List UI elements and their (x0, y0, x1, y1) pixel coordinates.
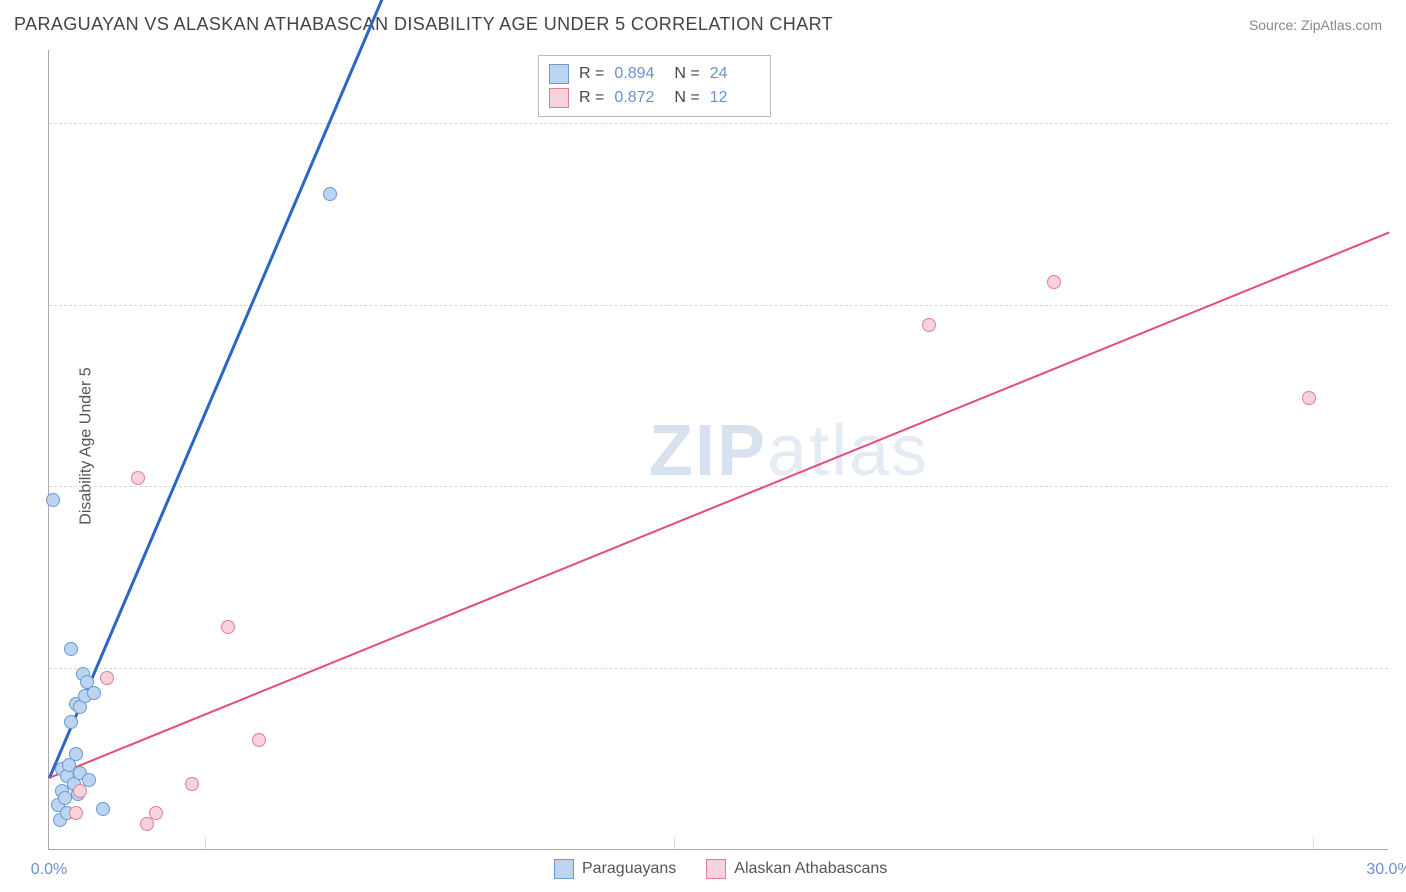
data-point (185, 777, 199, 791)
x-minor-tick (1313, 837, 1314, 849)
data-point (69, 806, 83, 820)
data-point (131, 471, 145, 485)
regression-line (48, 0, 408, 779)
data-point (149, 806, 163, 820)
watermark: ZIPatlas (649, 410, 929, 492)
chart-title: PARAGUAYAN VS ALASKAN ATHABASCAN DISABIL… (14, 14, 833, 35)
series-legend: Paraguayans Alaskan Athabascans (554, 859, 887, 879)
legend-n-value: 24 (710, 65, 760, 83)
chart-header: PARAGUAYAN VS ALASKAN ATHABASCAN DISABIL… (0, 0, 1406, 45)
data-point (1302, 391, 1316, 405)
y-tick-label: 15.0% (1396, 296, 1406, 314)
x-minor-tick (205, 837, 206, 849)
data-point (252, 733, 266, 747)
data-point (64, 715, 78, 729)
legend-item: Alaskan Athabascans (706, 859, 887, 879)
legend-n-value: 12 (710, 89, 760, 107)
scatter-chart: ZIPatlas R =0.894N =24R =0.872N =12 Para… (48, 50, 1388, 850)
legend-series-name: Alaskan Athabascans (734, 860, 887, 878)
legend-swatch (549, 88, 569, 108)
legend-r-value: 0.872 (614, 89, 664, 107)
legend-swatch (554, 859, 574, 879)
gridline-h (49, 668, 1388, 669)
stats-legend-row: R = 0.872 N = 12 (549, 86, 760, 110)
legend-r-label: R = (579, 65, 604, 83)
legend-n-label: N = (674, 89, 699, 107)
gridline-h (49, 123, 1388, 124)
watermark-dark: ZIP (649, 411, 767, 491)
stats-legend-row: R = 0.894 N = 24 (549, 62, 760, 86)
x-tick-label: 0.0% (31, 861, 67, 879)
legend-n-label: N = (674, 65, 699, 83)
chart-source: Source: ZipAtlas.com (1249, 17, 1382, 33)
legend-r-value: 0.894 (614, 65, 664, 83)
data-point (922, 318, 936, 332)
x-tick-label: 30.0% (1366, 861, 1406, 879)
data-point (73, 784, 87, 798)
x-minor-tick (674, 837, 675, 849)
legend-swatch (706, 859, 726, 879)
data-point (323, 187, 337, 201)
legend-r-label: R = (579, 89, 604, 107)
data-point (58, 791, 72, 805)
data-point (1047, 275, 1061, 289)
legend-series-name: Paraguayans (582, 860, 676, 878)
source-link[interactable]: ZipAtlas.com (1301, 17, 1382, 33)
regression-line (49, 232, 1390, 779)
data-point (87, 686, 101, 700)
y-tick-label: 5.0% (1396, 659, 1406, 677)
data-point (69, 747, 83, 761)
y-tick-label: 10.0% (1396, 477, 1406, 495)
legend-item: Paraguayans (554, 859, 676, 879)
gridline-h (49, 486, 1388, 487)
data-point (221, 620, 235, 634)
source-prefix: Source: (1249, 17, 1301, 33)
legend-swatch (549, 64, 569, 84)
data-point (96, 802, 110, 816)
data-point (64, 642, 78, 656)
data-point (100, 671, 114, 685)
data-point (46, 493, 60, 507)
y-tick-label: 20.0% (1396, 114, 1406, 132)
stats-legend: R = 0.894 N = 24 R = 0.872 N = 12 (538, 55, 771, 117)
